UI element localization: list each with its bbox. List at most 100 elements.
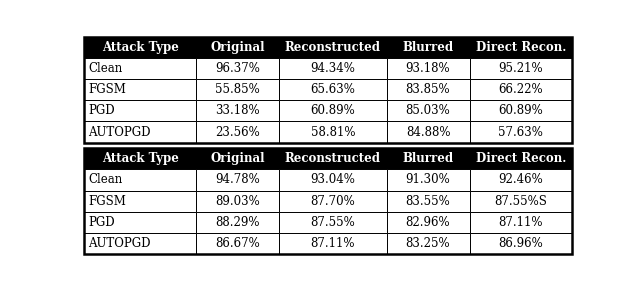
Bar [84,169,196,191]
Text: Direct Recon.: Direct Recon. [476,152,566,165]
Text: 83.25%: 83.25% [406,237,451,250]
Text: 96.37%: 96.37% [215,62,260,75]
Text: 87.70%: 87.70% [310,195,355,208]
Bar [196,37,279,58]
Text: 84.88%: 84.88% [406,126,451,139]
Bar [387,191,470,212]
Bar [84,148,572,254]
Bar [387,79,470,100]
Bar [387,100,470,122]
Bar [279,122,387,143]
Bar [279,212,387,233]
Bar [279,233,387,254]
Text: Attack Type: Attack Type [102,41,179,54]
Text: 23.56%: 23.56% [215,126,260,139]
Bar [196,122,279,143]
Bar [470,169,572,191]
Bar [196,233,279,254]
Bar [196,148,279,169]
Bar [470,212,572,233]
Text: 88.29%: 88.29% [216,216,260,229]
Bar [470,58,572,79]
Text: 66.22%: 66.22% [499,83,543,96]
Bar [279,191,387,212]
Bar [470,100,572,122]
Text: Original: Original [211,152,265,165]
Text: 65.63%: 65.63% [310,83,355,96]
Bar [84,58,196,79]
Text: 93.18%: 93.18% [406,62,451,75]
Bar [470,37,572,58]
Text: 86.67%: 86.67% [215,237,260,250]
Bar [84,148,196,169]
Text: 87.55%S: 87.55%S [494,195,547,208]
Text: 87.11%: 87.11% [499,216,543,229]
Bar [387,169,470,191]
Text: 83.85%: 83.85% [406,83,451,96]
Text: Reconstructed: Reconstructed [285,41,381,54]
Text: PGD: PGD [88,105,115,118]
Bar [84,191,196,212]
Text: Blurred: Blurred [403,41,454,54]
Text: Attack Type: Attack Type [102,152,179,165]
Bar [84,37,572,143]
Bar [387,212,470,233]
Text: 60.89%: 60.89% [310,105,355,118]
Bar [470,233,572,254]
Bar [84,212,196,233]
Bar [84,37,196,58]
Text: Reconstructed: Reconstructed [285,152,381,165]
Bar [387,37,470,58]
Text: 55.85%: 55.85% [215,83,260,96]
Text: 87.55%: 87.55% [310,216,355,229]
Bar [84,122,196,143]
Bar [84,233,196,254]
Text: 86.96%: 86.96% [499,237,543,250]
Text: FGSM: FGSM [88,195,126,208]
Bar [196,100,279,122]
Text: Blurred: Blurred [403,152,454,165]
Bar [279,37,387,58]
Text: Direct Recon.: Direct Recon. [476,41,566,54]
Text: 60.89%: 60.89% [499,105,543,118]
Bar [387,148,470,169]
Text: 91.30%: 91.30% [406,173,451,186]
Text: 82.96%: 82.96% [406,216,451,229]
Bar [84,100,196,122]
Bar [196,79,279,100]
Text: 58.81%: 58.81% [310,126,355,139]
Bar [387,233,470,254]
Text: Clean: Clean [88,62,122,75]
Bar [279,148,387,169]
Text: 87.11%: 87.11% [310,237,355,250]
Text: 93.04%: 93.04% [310,173,355,186]
Text: FGSM: FGSM [88,83,126,96]
Bar [196,58,279,79]
Bar [470,148,572,169]
Text: AUTOPGD: AUTOPGD [88,126,150,139]
Bar [279,100,387,122]
Text: 95.21%: 95.21% [499,62,543,75]
Text: 94.34%: 94.34% [310,62,355,75]
Bar [470,79,572,100]
Bar [387,122,470,143]
Bar [196,169,279,191]
Text: Clean: Clean [88,173,122,186]
Bar [470,191,572,212]
Bar [196,191,279,212]
Text: 33.18%: 33.18% [216,105,260,118]
Text: 92.46%: 92.46% [499,173,543,186]
Bar [279,79,387,100]
Text: 57.63%: 57.63% [499,126,543,139]
Bar [387,58,470,79]
Text: Original: Original [211,41,265,54]
Text: 83.55%: 83.55% [406,195,451,208]
Text: 89.03%: 89.03% [215,195,260,208]
Bar [279,58,387,79]
Text: AUTOPGD: AUTOPGD [88,237,150,250]
Bar [470,122,572,143]
Text: 94.78%: 94.78% [215,173,260,186]
Bar [196,212,279,233]
Bar [84,79,196,100]
Text: 85.03%: 85.03% [406,105,451,118]
